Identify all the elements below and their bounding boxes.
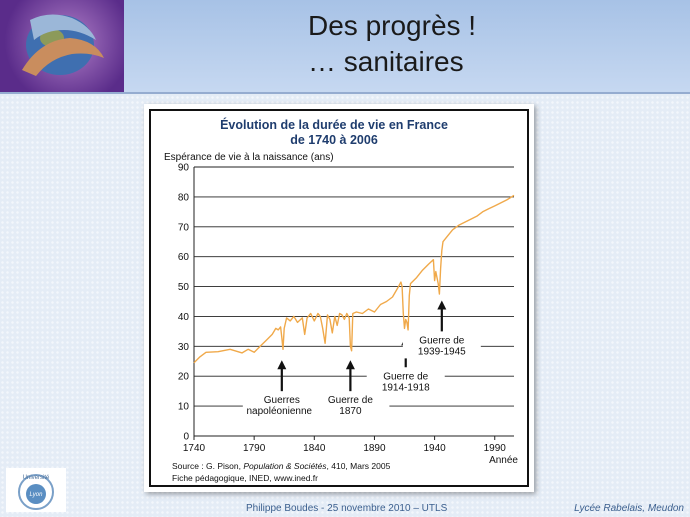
- chart-panel: Évolution de la durée de vie en France d…: [144, 104, 534, 492]
- annotation-label: 1914-1918: [382, 382, 430, 393]
- hands-globe-logo: [0, 0, 124, 92]
- y-tick-label: 50: [178, 282, 190, 293]
- annotation-label: Guerre de: [328, 395, 373, 406]
- y-tick-label: 40: [178, 312, 190, 323]
- y-axis-label: Espérance de vie à la naissance (ans): [164, 152, 334, 163]
- source-line1: Source : G. Pison, Population & Sociétés…: [172, 461, 391, 471]
- university-logo: Université Lyon: [6, 468, 66, 512]
- y-tick-label: 0: [183, 432, 189, 443]
- annotation-label-bg: [402, 334, 481, 359]
- header-divider: [0, 92, 690, 94]
- slide-title-line2: … sanitaires: [308, 46, 464, 77]
- university-logo-inner: Lyon: [30, 492, 44, 498]
- x-tick-label: 1890: [363, 443, 386, 454]
- annotation-label: Guerre de: [383, 371, 428, 382]
- chart-title-line1: Évolution de la durée de vie en France: [220, 117, 448, 132]
- footer-school: Lycée Rabelais, Meudon: [574, 503, 684, 514]
- annotation-label: 1939-1945: [418, 346, 466, 357]
- annotation-label-bg: [311, 394, 390, 419]
- x-tick-label: 1740: [183, 443, 206, 454]
- y-tick-label: 80: [178, 192, 190, 203]
- annotation-label: napoléoniennes: [247, 406, 318, 417]
- y-tick-label: 10: [178, 402, 190, 413]
- y-tick-label: 20: [178, 372, 190, 383]
- series-line: [193, 194, 515, 364]
- x-tick-label: 1990: [484, 443, 507, 454]
- annotation-label-bg: [366, 370, 445, 395]
- annotation-arrow-head: [345, 360, 355, 370]
- slide-title-line1: Des progrès !: [308, 10, 477, 41]
- x-tick-label: 1840: [303, 443, 326, 454]
- chart-title-line2: de 1740 à 2006: [290, 133, 378, 147]
- series: [193, 194, 515, 364]
- annotation-label: Guerre de: [419, 335, 464, 346]
- annotation-label: 1870: [339, 406, 362, 417]
- x-tick-label: 1790: [243, 443, 266, 454]
- annotation-label-bg: [242, 394, 321, 419]
- y-tick-label: 90: [178, 163, 190, 174]
- x-axis-label: Année: [489, 455, 518, 466]
- axis-ticks: 0 10 20 30 40 50 60 70 80 90 1740 1790 1840 1890 1940 1…: [178, 163, 506, 455]
- annotation-label: Guerres: [264, 395, 300, 406]
- footer-author-date: Philippe Boudes - 25 novembre 2010 – UTL…: [246, 503, 448, 514]
- annotation-arrow-head: [277, 360, 287, 370]
- y-tick-label: 70: [178, 222, 190, 233]
- annotation-arrow-head: [437, 300, 447, 310]
- life-expectancy-chart: Évolution de la durée de vie en France d…: [149, 109, 529, 487]
- y-tick-label: 30: [178, 342, 190, 353]
- source-line2: Fiche pédagogique, INED, www.ined.fr: [172, 473, 318, 483]
- y-tick-label: 60: [178, 252, 190, 263]
- university-logo-text: Université: [23, 475, 50, 481]
- chart-frame: [149, 109, 529, 487]
- x-tick-label: 1940: [423, 443, 446, 454]
